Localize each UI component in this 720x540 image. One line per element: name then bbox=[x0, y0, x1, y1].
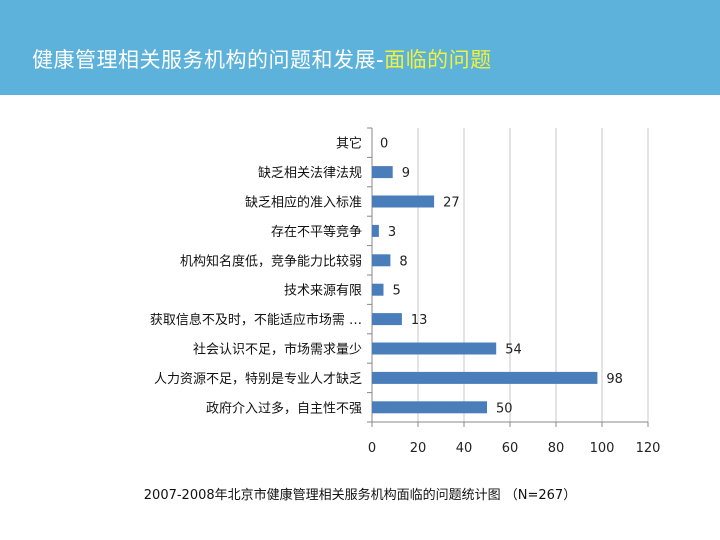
x-tick-label: 0 bbox=[368, 441, 376, 456]
category-label: 存在不平等竞争 bbox=[271, 224, 362, 240]
category-label: 获取信息不及时，不能适应市场需 … bbox=[150, 312, 362, 328]
bar bbox=[372, 313, 402, 326]
bar bbox=[372, 342, 497, 355]
bar bbox=[372, 283, 384, 296]
data-label: 54 bbox=[505, 343, 522, 358]
title-bar: 健康管理相关服务机构的问题和发展-面临的问题 bbox=[0, 0, 720, 95]
data-label: 50 bbox=[496, 401, 513, 416]
data-label: 8 bbox=[399, 254, 407, 269]
slide-title: 健康管理相关服务机构的问题和发展-面临的问题 bbox=[32, 44, 492, 74]
data-label: 98 bbox=[606, 372, 623, 387]
x-tick-label: 60 bbox=[502, 441, 519, 456]
category-label: 人力资源不足，特别是专业人才缺乏 bbox=[154, 372, 362, 387]
x-tick-label: 100 bbox=[590, 441, 615, 456]
bar-chart: 0 20 40 60 80 100 120 其它 0 缺乏相关法律法规 9 缺乏相应的准入标准 27 存在… bbox=[150, 127, 661, 456]
category-label: 缺乏相关法律法规 bbox=[258, 166, 362, 181]
bar bbox=[372, 195, 435, 208]
data-label: 3 bbox=[388, 225, 396, 240]
chart-caption: 2007-2008年北京市健康管理相关服务机构面临的问题统计图 （N=267） bbox=[143, 488, 577, 503]
category-label: 其它 bbox=[336, 136, 362, 152]
title-main: 健康管理相关服务机构的问题和发展- bbox=[32, 48, 385, 72]
category-label: 机构知名度低，竞争能力比较弱 bbox=[180, 253, 362, 269]
bar bbox=[372, 224, 379, 237]
category-label: 政府介入过多，自主性不强 bbox=[206, 400, 362, 416]
bar bbox=[372, 254, 391, 267]
category-label: 技术来源有限 bbox=[284, 284, 362, 299]
data-label: 27 bbox=[443, 196, 460, 211]
data-label: 0 bbox=[380, 137, 388, 152]
bar bbox=[372, 166, 393, 179]
data-label: 5 bbox=[393, 284, 401, 299]
title-highlight: 面临的问题 bbox=[384, 48, 492, 72]
data-label: 9 bbox=[402, 166, 410, 181]
category-label: 社会认识不足，市场需求量少 bbox=[193, 342, 362, 358]
x-tick-label: 80 bbox=[548, 441, 565, 456]
bar bbox=[372, 401, 487, 414]
x-tick-label: 20 bbox=[410, 441, 427, 456]
category-label: 缺乏相应的准入标准 bbox=[245, 195, 362, 211]
x-tick-label: 40 bbox=[456, 441, 473, 456]
data-label: 13 bbox=[411, 313, 428, 328]
x-tick-label: 120 bbox=[636, 441, 661, 456]
bar bbox=[372, 371, 598, 384]
